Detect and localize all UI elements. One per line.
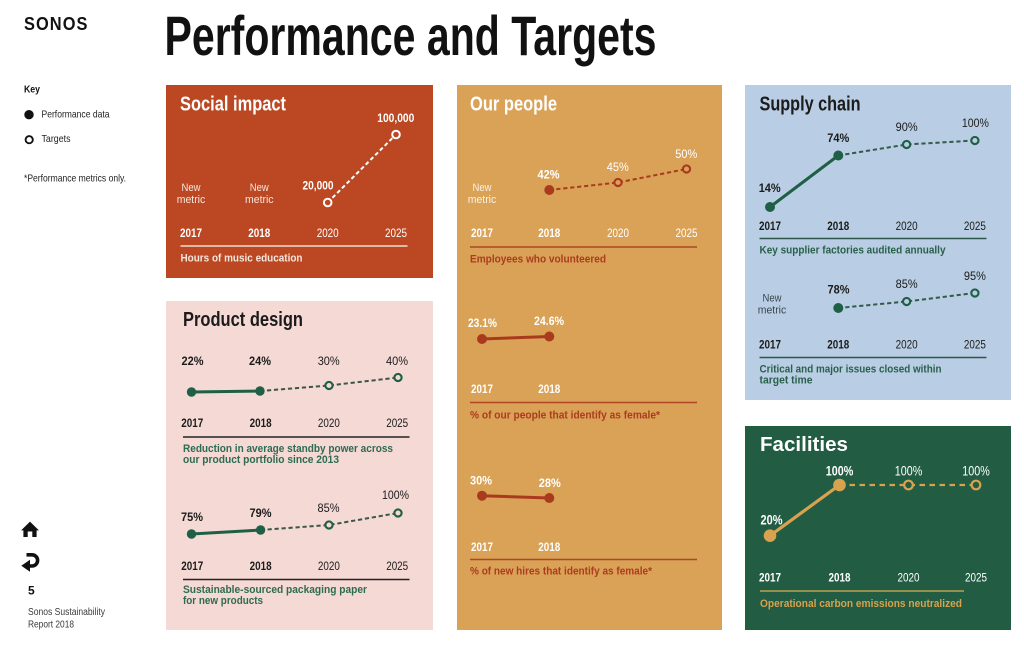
- svg-text:2018: 2018: [250, 416, 272, 430]
- svg-text:2018: 2018: [248, 226, 270, 240]
- svg-text:22%: 22%: [182, 354, 204, 368]
- svg-text:23.1%: 23.1%: [468, 316, 497, 330]
- svg-text:New: New: [250, 182, 269, 194]
- svg-text:100%: 100%: [962, 116, 989, 130]
- svg-text:2017: 2017: [181, 416, 203, 430]
- svg-text:100%: 100%: [962, 464, 990, 479]
- svg-text:Performance data: Performance data: [42, 109, 110, 121]
- svg-text:2017: 2017: [471, 540, 493, 554]
- svg-text:Targets: Targets: [42, 133, 71, 145]
- svg-text:2017: 2017: [180, 226, 202, 240]
- svg-text:SONOS: SONOS: [24, 13, 89, 34]
- svg-text:Operational carbon emissions n: Operational carbon emissions neutralized: [760, 598, 962, 610]
- svg-text:20,000: 20,000: [303, 179, 334, 193]
- svg-text:40%: 40%: [386, 354, 408, 368]
- svg-text:2017: 2017: [759, 219, 781, 233]
- svg-text:2017: 2017: [471, 382, 493, 396]
- svg-text:Key: Key: [24, 85, 40, 96]
- svg-text:2025: 2025: [385, 226, 407, 240]
- svg-text:78%: 78%: [828, 283, 850, 297]
- svg-text:Supply chain: Supply chain: [760, 94, 861, 116]
- svg-text:75%: 75%: [181, 510, 203, 524]
- svg-text:Facilities: Facilities: [760, 434, 848, 456]
- svg-text:Employees who volunteered: Employees who volunteered: [470, 254, 606, 266]
- svg-text:90%: 90%: [896, 120, 918, 134]
- svg-text:100,000: 100,000: [377, 111, 414, 125]
- svg-text:2017: 2017: [181, 559, 203, 573]
- svg-text:for new products: for new products: [183, 595, 263, 607]
- svg-text:New: New: [763, 293, 782, 305]
- svg-text:2018: 2018: [827, 219, 849, 233]
- svg-text:50%: 50%: [675, 147, 697, 161]
- svg-text:28%: 28%: [539, 476, 561, 490]
- svg-text:100%: 100%: [895, 464, 923, 479]
- svg-text:*Performance metrics only.: *Performance metrics only.: [24, 172, 126, 184]
- svg-text:95%: 95%: [964, 269, 986, 283]
- svg-text:2020: 2020: [607, 226, 629, 240]
- svg-text:% of our people that identify: % of our people that identify as female*: [470, 410, 661, 422]
- svg-text:our product portfolio since 20: our product portfolio since 2013: [183, 454, 339, 466]
- svg-text:2020: 2020: [317, 226, 339, 240]
- svg-text:79%: 79%: [250, 506, 272, 520]
- svg-text:metric: metric: [177, 194, 206, 206]
- svg-text:2017: 2017: [759, 571, 781, 585]
- svg-text:2017: 2017: [471, 226, 493, 240]
- svg-text:14%: 14%: [759, 181, 781, 195]
- svg-text:target time: target time: [760, 375, 813, 387]
- svg-text:45%: 45%: [607, 160, 629, 174]
- svg-text:2020: 2020: [896, 219, 918, 233]
- svg-text:New: New: [473, 182, 492, 194]
- svg-text:Critical and major issues clos: Critical and major issues closed within: [760, 364, 942, 376]
- svg-text:30%: 30%: [318, 354, 340, 368]
- svg-text:Social impact: Social impact: [180, 94, 286, 116]
- svg-text:2020: 2020: [898, 571, 920, 585]
- svg-text:Product design: Product design: [183, 309, 303, 331]
- svg-text:2025: 2025: [964, 338, 986, 352]
- svg-text:Report 2018: Report 2018: [28, 620, 74, 631]
- svg-text:2018: 2018: [538, 540, 560, 554]
- svg-text:2025: 2025: [386, 416, 408, 430]
- svg-text:New: New: [182, 182, 201, 194]
- svg-text:2018: 2018: [538, 226, 560, 240]
- svg-text:100%: 100%: [382, 488, 409, 502]
- svg-text:Reduction in average standby p: Reduction in average standby power acros…: [183, 443, 393, 455]
- svg-text:2017: 2017: [759, 338, 781, 352]
- svg-text:Our people: Our people: [470, 94, 557, 116]
- svg-text:30%: 30%: [470, 474, 492, 488]
- svg-text:2018: 2018: [827, 338, 849, 352]
- svg-text:2025: 2025: [965, 571, 987, 585]
- svg-text:2025: 2025: [964, 219, 986, 233]
- svg-text:20%: 20%: [761, 513, 783, 528]
- svg-text:2025: 2025: [386, 559, 408, 573]
- svg-text:Sustainable-sourced packaging: Sustainable-sourced packaging paper: [183, 584, 368, 596]
- svg-text:74%: 74%: [827, 131, 849, 145]
- svg-text:metric: metric: [468, 194, 497, 206]
- svg-text:% of new hires that identify a: % of new hires that identify as female*: [470, 566, 653, 578]
- svg-text:metric: metric: [758, 305, 787, 317]
- svg-text:2020: 2020: [896, 338, 918, 352]
- svg-text:2020: 2020: [318, 416, 340, 430]
- svg-text:2018: 2018: [829, 571, 851, 585]
- svg-text:85%: 85%: [318, 501, 340, 515]
- svg-text:2020: 2020: [318, 559, 340, 573]
- svg-text:2025: 2025: [676, 226, 698, 240]
- svg-text:metric: metric: [245, 194, 274, 206]
- svg-text:24.6%: 24.6%: [534, 314, 564, 328]
- svg-text:Hours of music education: Hours of music education: [181, 253, 303, 265]
- svg-text:5: 5: [28, 584, 35, 598]
- svg-text:42%: 42%: [538, 168, 560, 182]
- svg-text:85%: 85%: [896, 277, 918, 291]
- svg-text:100%: 100%: [826, 464, 854, 479]
- svg-text:2018: 2018: [250, 559, 272, 573]
- svg-text:2018: 2018: [538, 382, 560, 396]
- svg-text:Performance and Targets: Performance and Targets: [165, 4, 657, 67]
- svg-text:Sonos Sustainability: Sonos Sustainability: [28, 607, 105, 618]
- svg-text:24%: 24%: [249, 354, 271, 368]
- svg-text:Key supplier factories audited: Key supplier factories audited annually: [760, 245, 947, 257]
